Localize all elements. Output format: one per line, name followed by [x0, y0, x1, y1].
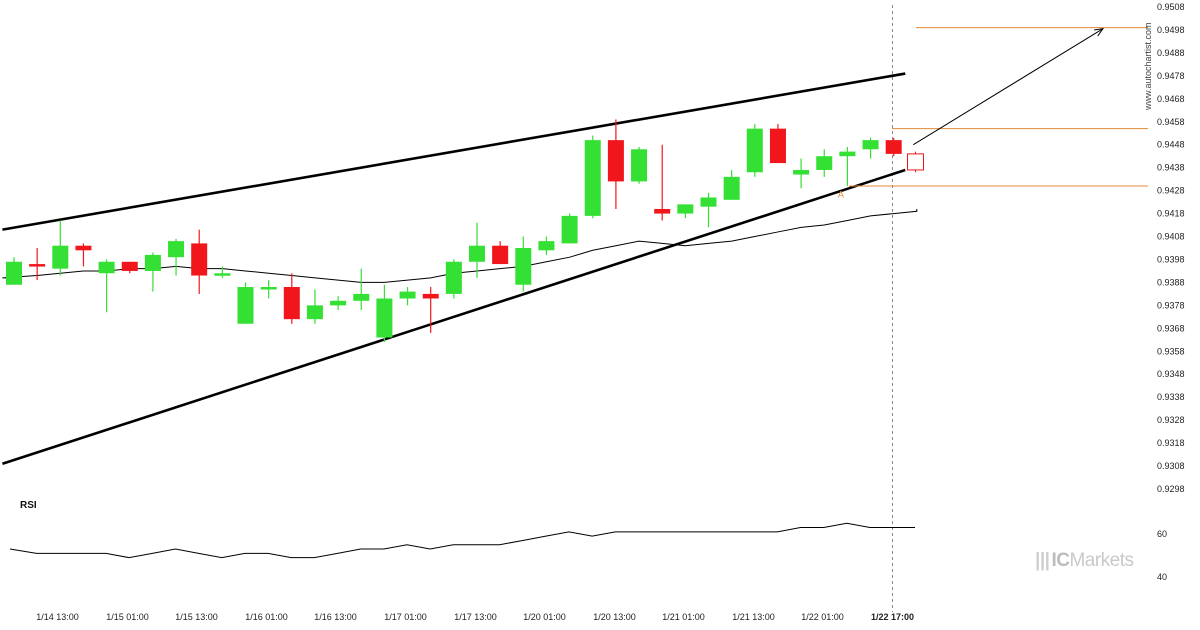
bearish-candle	[422, 293, 439, 299]
price-tick-label: 0.9348	[1157, 369, 1185, 379]
bullish-candle	[631, 149, 648, 182]
bullish-candle	[260, 287, 277, 290]
bearish-candle	[75, 245, 92, 251]
bullish-candle	[237, 287, 254, 324]
time-tick-label: 1/17 01:00	[384, 612, 427, 622]
time-tick-label: 1/15 13:00	[175, 612, 218, 622]
bullish-candle	[353, 293, 370, 301]
pattern-layer: A	[2, 27, 1148, 465]
bearish-candle	[769, 128, 786, 164]
time-tick-label: 1/17 13:00	[454, 612, 497, 622]
price-tick-label: 0.9428	[1157, 186, 1185, 196]
bullish-candle	[469, 245, 485, 262]
price-tick-label: 0.9418	[1157, 209, 1185, 219]
projection-arrow-line	[913, 28, 1104, 146]
bullish-candle	[584, 140, 601, 216]
candle-layer	[6, 119, 924, 343]
bullish-candle	[52, 245, 69, 269]
bullish-candle	[561, 215, 578, 244]
brand-bars-icon: |||	[1035, 550, 1050, 571]
rsi-line	[9, 522, 915, 559]
bullish-candle	[538, 241, 555, 251]
bullish-candle	[746, 128, 763, 173]
price-tick-label: 0.9308	[1157, 461, 1185, 471]
bullish-candle	[306, 305, 323, 320]
bullish-candle	[816, 156, 833, 170]
bullish-candle	[445, 261, 462, 294]
rsi-panel: RSI	[9, 500, 915, 559]
bearish-candle	[191, 243, 208, 276]
bearish-candle	[885, 140, 902, 154]
time-tick-label: 1/22 01:00	[801, 612, 844, 622]
price-tick-label: 0.9378	[1157, 300, 1185, 310]
bullish-candle	[839, 151, 856, 157]
bullish-candle	[677, 204, 694, 214]
watermark-text: www.autochartist.com	[1143, 22, 1153, 111]
brand-logo: ||| ICMarkets	[1035, 550, 1134, 572]
price-tick-label: 0.9328	[1157, 415, 1185, 425]
time-tick-label: 1/20 13:00	[593, 612, 636, 622]
bearish-candle	[283, 287, 300, 320]
bullish-candle	[376, 298, 393, 338]
bullish-candle	[168, 241, 185, 258]
pattern-point-label: A	[838, 190, 844, 200]
price-tick-label: 0.9408	[1157, 232, 1185, 242]
bearish-candle	[492, 245, 509, 265]
time-tick-label: 1/21 01:00	[662, 612, 705, 622]
time-tick-label: 1/20 01:00	[523, 612, 566, 622]
bullish-candle	[144, 254, 161, 271]
projected-candle	[907, 153, 924, 171]
bullish-candle	[862, 140, 879, 150]
price-tick-label: 0.9298	[1157, 484, 1185, 494]
bearish-candle	[654, 208, 671, 214]
price-tick-label: 0.9488	[1157, 48, 1185, 58]
time-tick-label: 1/16 13:00	[314, 612, 357, 622]
price-tick-label: 0.9438	[1157, 163, 1185, 173]
price-tick-label: 0.9368	[1157, 323, 1185, 333]
bullish-candle	[723, 176, 740, 200]
bullish-candle	[399, 291, 416, 299]
bullish-candle	[6, 261, 22, 285]
price-tick-label: 0.9468	[1157, 94, 1185, 104]
rsi-tick-label: 40	[1157, 572, 1167, 582]
brand-suffix: Markets	[1069, 550, 1134, 571]
bearish-candle	[607, 140, 624, 182]
price-tick-label: 0.9458	[1157, 117, 1185, 127]
price-tick-label: 0.9448	[1157, 140, 1185, 150]
bullish-candle	[515, 248, 532, 285]
time-tick-label: 1/14 13:00	[36, 612, 79, 622]
bearish-candle	[121, 261, 138, 271]
pattern-lower-line	[2, 168, 906, 465]
price-tick-label: 0.9508	[1157, 2, 1185, 12]
time-axis: 1/14 13:00 1/15 01:00 1/15 13:00 1/16 01:00…	[36, 612, 914, 622]
brand-prefix: IC	[1051, 550, 1070, 571]
time-tick-label: 1/22 17:00	[871, 612, 914, 622]
bullish-candle	[793, 169, 810, 175]
price-tick-label: 0.9318	[1157, 438, 1185, 448]
time-tick-label: 1/16 01:00	[245, 612, 288, 622]
price-tick-label: 0.9388	[1157, 277, 1185, 287]
time-tick-label: 1/15 01:00	[106, 612, 149, 622]
bullish-candle	[98, 261, 115, 274]
price-tick-label: 0.9338	[1157, 392, 1185, 402]
price-tick-label: 0.9498	[1157, 25, 1185, 35]
bullish-candle	[214, 273, 231, 276]
time-tick-label: 1/21 13:00	[732, 612, 775, 622]
price-tick-label: 0.9398	[1157, 254, 1185, 264]
rsi-tick-label: 60	[1157, 529, 1167, 539]
price-axis: 0.9508 0.9498 0.9488 0.9478 0.9468 0.9458 0.94…	[1157, 2, 1185, 582]
rsi-label: RSI	[20, 500, 37, 511]
projection-arrow-head	[1094, 27, 1105, 37]
bullish-candle	[330, 300, 347, 306]
bullish-candle	[700, 197, 717, 207]
pattern-upper-line	[2, 72, 906, 231]
price-tick-label: 0.9358	[1157, 346, 1185, 356]
price-tick-label: 0.9478	[1157, 71, 1185, 81]
bearish-candle	[29, 264, 46, 267]
